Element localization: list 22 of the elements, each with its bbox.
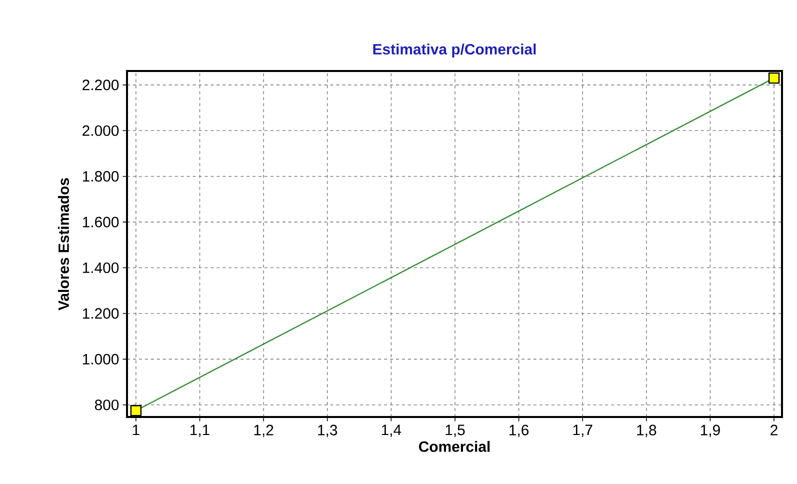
x-tick-label: 1,3 (318, 424, 338, 438)
x-axis-title: Comercial (418, 440, 490, 452)
x-tick-label: 1,1 (190, 424, 210, 437)
y-tick-label: 1.800 (82, 171, 119, 182)
x-tick-label: 1,4 (382, 424, 402, 437)
x-tick-label: 1,9 (700, 424, 720, 438)
y-tick-label: 800 (94, 400, 119, 410)
x-tick-label: 1,5 (446, 424, 465, 437)
y-tick-label: 1.400 (82, 262, 119, 274)
x-tick-label: 1,6 (510, 424, 529, 438)
y-tick-label: 2.200 (82, 80, 119, 90)
chart-title: Estimativa p/Comercial (373, 44, 536, 58)
y-tick-label: 2.000 (82, 125, 119, 136)
y-tick-label: 1.200 (82, 308, 119, 319)
x-tick-label: 1 (132, 424, 140, 436)
x-tick-label: 2 (770, 424, 778, 436)
x-tick-label: 1,2 (254, 424, 274, 438)
x-tick-label: 1,8 (637, 424, 656, 438)
x-tick-label: 1,7 (573, 424, 592, 437)
y-axis-title: Valores Estimados (58, 178, 69, 310)
y-tick-label: 1.600 (82, 216, 119, 228)
y-tick-label: 1.000 (82, 354, 119, 364)
